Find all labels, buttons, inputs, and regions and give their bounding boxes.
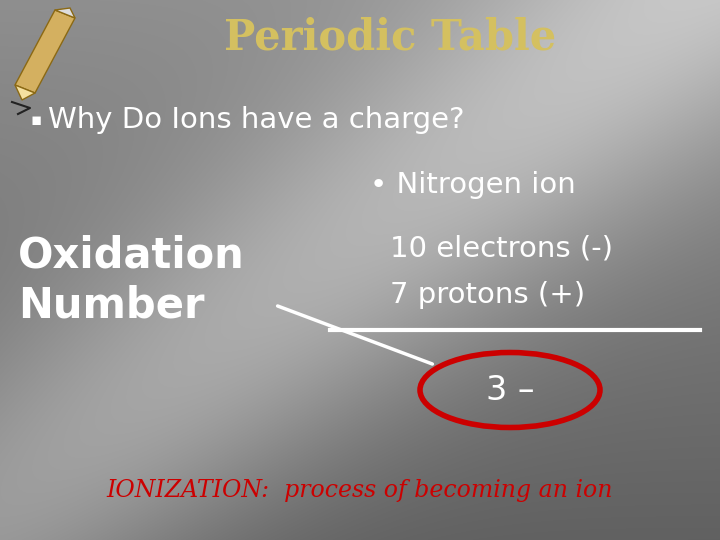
Text: Why Do Ions have a charge?: Why Do Ions have a charge? [48, 106, 464, 134]
Text: 3 –: 3 – [486, 374, 534, 407]
Polygon shape [55, 8, 75, 18]
Polygon shape [15, 10, 75, 93]
Text: 10 electrons (-): 10 electrons (-) [390, 234, 613, 262]
Text: Periodic Table: Periodic Table [224, 17, 556, 59]
Text: • Nitrogen ion: • Nitrogen ion [370, 171, 576, 199]
Text: 7 protons (+): 7 protons (+) [390, 281, 585, 309]
Text: Oxidation: Oxidation [18, 234, 245, 276]
Polygon shape [15, 85, 35, 100]
Text: IONIZATION:  process of becoming an ion: IONIZATION: process of becoming an ion [107, 478, 613, 502]
Text: ▪: ▪ [30, 111, 41, 129]
Text: Number: Number [18, 284, 204, 326]
